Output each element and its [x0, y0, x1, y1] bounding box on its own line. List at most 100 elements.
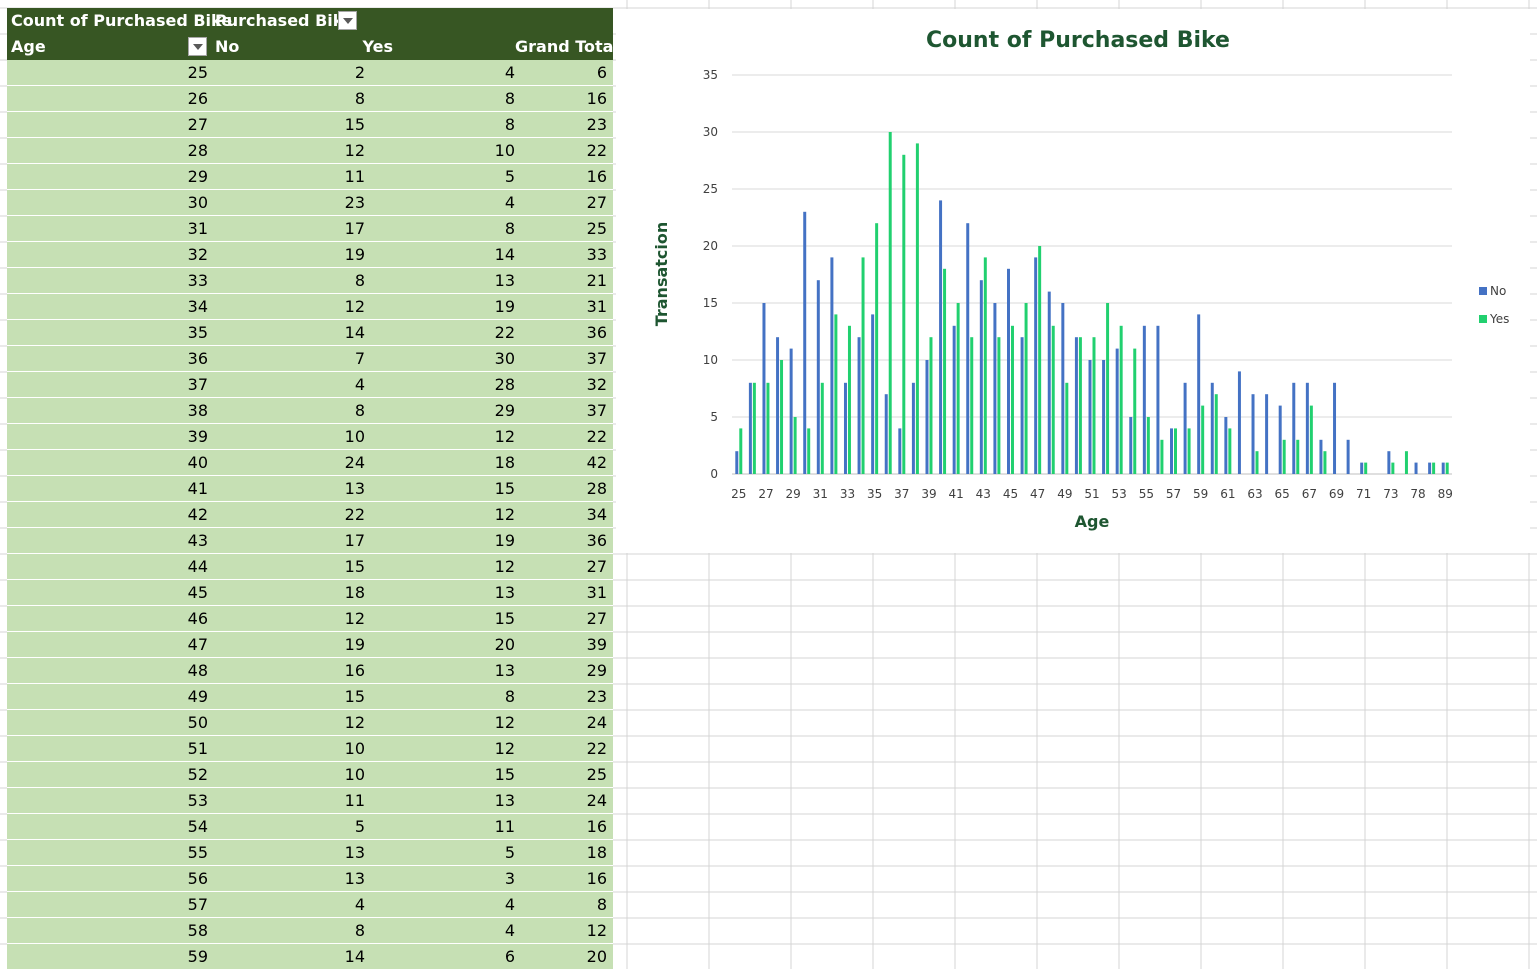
- yes-count-cell[interactable]: 13: [494, 271, 515, 290]
- yes-count-cell[interactable]: 22: [494, 323, 515, 342]
- grand-total-cell[interactable]: 20: [586, 947, 607, 966]
- no-count-cell[interactable]: 23: [344, 193, 365, 212]
- no-count-cell[interactable]: 8: [354, 271, 365, 290]
- no-count-cell[interactable]: 10: [344, 427, 365, 446]
- yes-count-cell[interactable]: 8: [504, 687, 515, 706]
- grand-total-cell[interactable]: 34: [586, 505, 607, 524]
- age-cell[interactable]: 56: [187, 869, 208, 888]
- table-row[interactable]: 27 15 8 23: [7, 112, 613, 138]
- table-row[interactable]: 59 14 6 20: [7, 944, 613, 969]
- yes-count-cell[interactable]: 15: [494, 765, 515, 784]
- no-count-cell[interactable]: 2: [354, 63, 365, 82]
- grand-total-cell[interactable]: 28: [586, 479, 607, 498]
- yes-count-cell[interactable]: 15: [494, 479, 515, 498]
- grand-total-cell[interactable]: 22: [586, 427, 607, 446]
- grand-total-cell[interactable]: 37: [586, 401, 607, 420]
- grand-total-cell[interactable]: 23: [586, 115, 607, 134]
- age-cell[interactable]: 48: [187, 661, 208, 680]
- row-filter-dropdown-button[interactable]: [188, 37, 207, 56]
- no-count-cell[interactable]: 13: [344, 869, 365, 888]
- age-cell[interactable]: 44: [187, 557, 208, 576]
- no-count-cell[interactable]: 15: [344, 557, 365, 576]
- grand-total-cell[interactable]: 22: [586, 739, 607, 758]
- table-row[interactable]: 46 12 15 27: [7, 606, 613, 632]
- grand-total-cell[interactable]: 21: [586, 271, 607, 290]
- yes-count-cell[interactable]: 4: [504, 63, 515, 82]
- yes-count-cell[interactable]: 13: [494, 583, 515, 602]
- age-cell[interactable]: 46: [187, 609, 208, 628]
- no-count-cell[interactable]: 14: [344, 323, 365, 342]
- age-cell[interactable]: 33: [187, 271, 208, 290]
- yes-count-cell[interactable]: 5: [504, 167, 515, 186]
- no-count-cell[interactable]: 15: [344, 687, 365, 706]
- age-cell[interactable]: 42: [187, 505, 208, 524]
- column-filter-dropdown-button[interactable]: [338, 11, 357, 30]
- table-row[interactable]: 47 19 20 39: [7, 632, 613, 658]
- table-row[interactable]: 39 10 12 22: [7, 424, 613, 450]
- age-cell[interactable]: 53: [187, 791, 208, 810]
- age-cell[interactable]: 26: [187, 89, 208, 108]
- grand-total-cell[interactable]: 31: [586, 297, 607, 316]
- no-count-cell[interactable]: 19: [344, 245, 365, 264]
- table-row[interactable]: 57 4 4 8: [7, 892, 613, 918]
- grand-total-cell[interactable]: 29: [586, 661, 607, 680]
- grand-total-cell[interactable]: 24: [586, 713, 607, 732]
- yes-count-cell[interactable]: 3: [504, 869, 515, 888]
- yes-count-cell[interactable]: 8: [504, 115, 515, 134]
- table-row[interactable]: 41 13 15 28: [7, 476, 613, 502]
- table-row[interactable]: 25 2 4 6: [7, 60, 613, 86]
- yes-count-cell[interactable]: 4: [504, 921, 515, 940]
- grand-total-cell[interactable]: 23: [586, 687, 607, 706]
- grand-total-cell[interactable]: 22: [586, 141, 607, 160]
- yes-count-cell[interactable]: 15: [494, 609, 515, 628]
- table-row[interactable]: 42 22 12 34: [7, 502, 613, 528]
- grand-total-cell[interactable]: 16: [586, 167, 607, 186]
- age-cell[interactable]: 36: [187, 349, 208, 368]
- age-cell[interactable]: 25: [187, 63, 208, 82]
- yes-count-cell[interactable]: 12: [494, 505, 515, 524]
- age-cell[interactable]: 39: [187, 427, 208, 446]
- table-row[interactable]: 50 12 12 24: [7, 710, 613, 736]
- age-cell[interactable]: 45: [187, 583, 208, 602]
- table-row[interactable]: 55 13 5 18: [7, 840, 613, 866]
- no-count-cell[interactable]: 22: [344, 505, 365, 524]
- column-header-grand-total[interactable]: Grand Total: [515, 37, 613, 56]
- table-row[interactable]: 26 8 8 16: [7, 86, 613, 112]
- no-count-cell[interactable]: 8: [354, 401, 365, 420]
- table-row[interactable]: 38 8 29 37: [7, 398, 613, 424]
- pivot-row-field-label[interactable]: Age: [11, 37, 46, 56]
- grand-total-cell[interactable]: 36: [586, 323, 607, 342]
- grand-total-cell[interactable]: 42: [586, 453, 607, 472]
- age-cell[interactable]: 35: [187, 323, 208, 342]
- table-row[interactable]: 28 12 10 22: [7, 138, 613, 164]
- age-cell[interactable]: 55: [187, 843, 208, 862]
- grand-total-cell[interactable]: 27: [586, 193, 607, 212]
- no-count-cell[interactable]: 5: [354, 817, 365, 836]
- no-count-cell[interactable]: 17: [344, 219, 365, 238]
- yes-count-cell[interactable]: 30: [494, 349, 515, 368]
- no-count-cell[interactable]: 4: [354, 895, 365, 914]
- yes-count-cell[interactable]: 4: [504, 895, 515, 914]
- table-row[interactable]: 49 15 8 23: [7, 684, 613, 710]
- age-cell[interactable]: 38: [187, 401, 208, 420]
- no-count-cell[interactable]: 8: [354, 89, 365, 108]
- no-count-cell[interactable]: 8: [354, 921, 365, 940]
- yes-count-cell[interactable]: 12: [494, 739, 515, 758]
- no-count-cell[interactable]: 11: [344, 791, 365, 810]
- table-row[interactable]: 33 8 13 21: [7, 268, 613, 294]
- yes-count-cell[interactable]: 10: [494, 141, 515, 160]
- grand-total-cell[interactable]: 36: [586, 531, 607, 550]
- table-row[interactable]: 37 4 28 32: [7, 372, 613, 398]
- chart[interactable]: Count of Purchased Bike 0 5 10 15 20 25 30 35 25 2…: [616, 9, 1530, 553]
- age-cell[interactable]: 51: [187, 739, 208, 758]
- yes-count-cell[interactable]: 18: [494, 453, 515, 472]
- table-row[interactable]: 44 15 12 27: [7, 554, 613, 580]
- yes-count-cell[interactable]: 11: [494, 817, 515, 836]
- yes-count-cell[interactable]: 13: [494, 661, 515, 680]
- yes-count-cell[interactable]: 13: [494, 791, 515, 810]
- table-row[interactable]: 53 11 13 24: [7, 788, 613, 814]
- no-count-cell[interactable]: 10: [344, 765, 365, 784]
- table-row[interactable]: 48 16 13 29: [7, 658, 613, 684]
- grand-total-cell[interactable]: 16: [586, 817, 607, 836]
- pivot-value-field-label[interactable]: Count of Purchased Bike: [11, 11, 233, 30]
